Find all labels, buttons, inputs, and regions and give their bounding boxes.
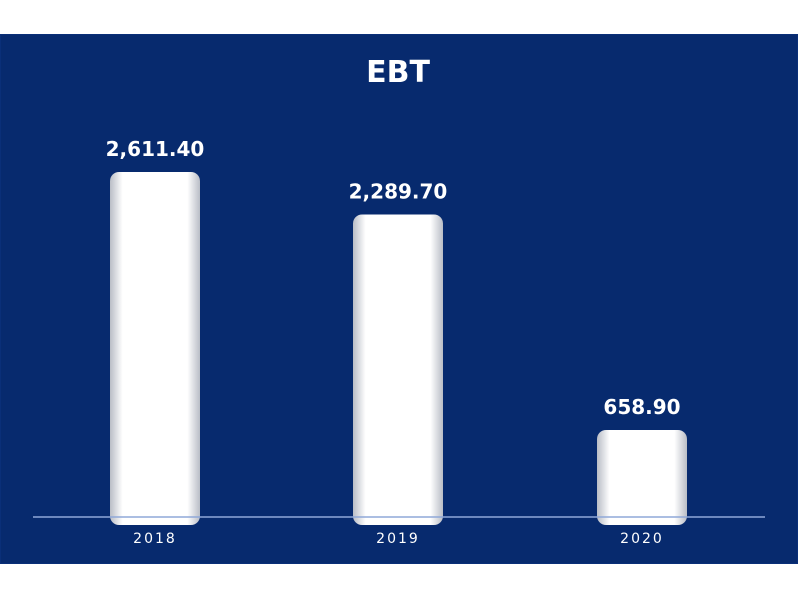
value-label-2019: 2,289.70	[349, 180, 448, 204]
bar-2019	[353, 214, 443, 525]
x-tick-labels-group: 2018 2019 2020	[133, 531, 664, 547]
value-label-2020: 658.90	[603, 395, 680, 419]
bar-2020	[597, 429, 687, 525]
x-tick-label-2018: 2018	[133, 531, 177, 547]
x-tick-label-2019: 2019	[376, 531, 420, 547]
chart-title: EBT	[366, 55, 430, 90]
value-label-2018: 2,611.40	[106, 137, 205, 161]
x-tick-label-2020: 2020	[620, 531, 664, 547]
bar-2018	[110, 172, 200, 525]
bars-group	[110, 172, 687, 525]
bar-chart: EBT 2,611.40 2,289.70 658.90 2018 2019 2020	[33, 55, 765, 547]
chart-panel: EBT 2,611.40 2,289.70 658.90 2018 2019 2020	[0, 34, 798, 564]
value-labels-group: 2,611.40 2,289.70 658.90	[106, 137, 681, 419]
